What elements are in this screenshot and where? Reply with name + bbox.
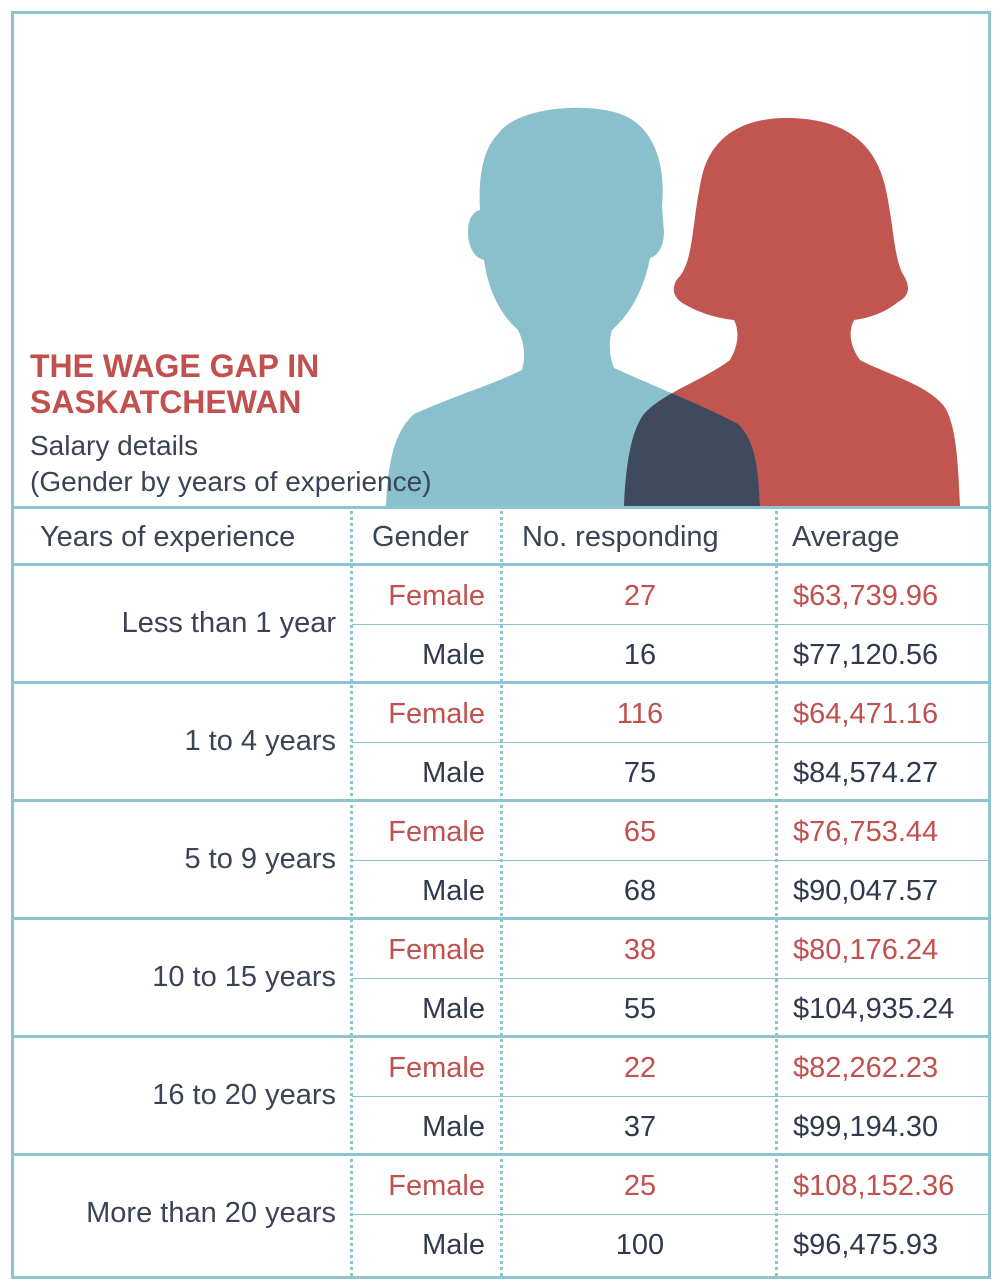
header-gender: Gender	[372, 521, 469, 553]
count-cell: 116	[616, 698, 664, 730]
count-cell: 100	[615, 1229, 665, 1261]
average-cell: $77,120.56	[793, 639, 939, 671]
years-label: 10 to 15 years	[152, 961, 336, 993]
gender-cell: Male	[422, 1229, 485, 1261]
gender-cell: Female	[388, 1170, 485, 1202]
count-cell: 22	[623, 1052, 657, 1084]
table-row: Female 25 $108,152.36	[352, 1156, 988, 1215]
average-cell: $84,574.27	[793, 757, 939, 789]
table-row: Female 116 $64,471.16	[352, 684, 988, 743]
gender-cell: Female	[388, 934, 485, 966]
hero-illustration: THE WAGE GAP IN SASKATCHEWAN Salary deta…	[14, 14, 988, 506]
gender-cell: Female	[388, 698, 485, 730]
average-cell: $63,739.96	[793, 580, 939, 612]
silhouettes	[386, 107, 960, 506]
gender-cell: Male	[422, 1111, 485, 1143]
header-average: Average	[792, 521, 900, 553]
average-cell: $99,194.30	[793, 1111, 939, 1143]
title-line-2: SASKATCHEWAN	[30, 384, 302, 420]
table-row: Male 16 $77,120.56	[352, 625, 988, 683]
table-row: Male 100 $96,475.93	[352, 1215, 988, 1273]
years-label: 5 to 9 years	[184, 843, 336, 875]
gender-cell: Male	[422, 757, 485, 789]
average-cell: $76,753.44	[793, 816, 939, 848]
years-label: 16 to 20 years	[152, 1079, 336, 1111]
header-count: No. responding	[522, 521, 719, 553]
table-row: Male 75 $84,574.27	[352, 743, 988, 801]
years-label: 1 to 4 years	[184, 725, 336, 757]
years-label: Less than 1 year	[121, 607, 336, 639]
gender-cell: Male	[422, 639, 485, 671]
subtitle-line-2: (Gender by years of experience)	[30, 466, 432, 497]
average-cell: $108,152.36	[793, 1170, 955, 1202]
average-cell: $82,262.23	[793, 1052, 939, 1084]
table-row: Female 65 $76,753.44	[352, 802, 988, 861]
table-row: Male 68 $90,047.57	[352, 861, 988, 919]
subtitle-line-1: Salary details	[30, 430, 199, 461]
table-header: Years of experience Gender No. respondin…	[14, 506, 988, 566]
count-cell: 65	[623, 816, 657, 848]
table-row: Male 37 $99,194.30	[352, 1097, 988, 1155]
average-cell: $80,176.24	[793, 934, 939, 966]
column-divider	[500, 506, 503, 1276]
gender-cell: Female	[388, 580, 485, 612]
average-cell: $64,471.16	[793, 698, 939, 730]
experience-group: More than 20 years Female 25 $108,152.36 Mal…	[14, 1156, 988, 1274]
gender-cell: Male	[422, 993, 485, 1025]
gender-cell: Male	[422, 875, 485, 907]
female-silhouette-icon	[624, 118, 960, 506]
count-cell: 25	[623, 1170, 657, 1202]
count-cell: 16	[623, 639, 657, 671]
column-divider	[775, 506, 778, 1276]
count-cell: 27	[623, 580, 657, 612]
chart-title: THE WAGE GAP IN SASKATCHEWAN	[30, 348, 450, 420]
header-years: Years of experience	[40, 521, 296, 553]
title-line-1: THE WAGE GAP IN	[30, 348, 320, 384]
infographic-frame: THE WAGE GAP IN SASKATCHEWAN Salary deta…	[11, 11, 991, 1279]
table-row: Male 55 $104,935.24	[352, 979, 988, 1037]
table-row: Female 27 $63,739.96	[352, 566, 988, 625]
column-divider	[350, 506, 353, 1276]
count-cell: 55	[623, 993, 657, 1025]
years-label: More than 20 years	[86, 1197, 336, 1229]
average-cell: $96,475.93	[793, 1229, 939, 1261]
count-cell: 38	[623, 934, 657, 966]
chart-subtitle: Salary details (Gender by years of exper…	[30, 428, 550, 500]
count-cell: 68	[623, 875, 657, 907]
average-cell: $90,047.57	[793, 875, 939, 907]
count-cell: 75	[623, 757, 657, 789]
count-cell: 37	[623, 1111, 657, 1143]
table-row: Female 38 $80,176.24	[352, 920, 988, 979]
table-row: Female 22 $82,262.23	[352, 1038, 988, 1097]
average-cell: $104,935.24	[793, 993, 955, 1025]
gender-cell: Female	[388, 1052, 485, 1084]
gender-cell: Female	[388, 816, 485, 848]
